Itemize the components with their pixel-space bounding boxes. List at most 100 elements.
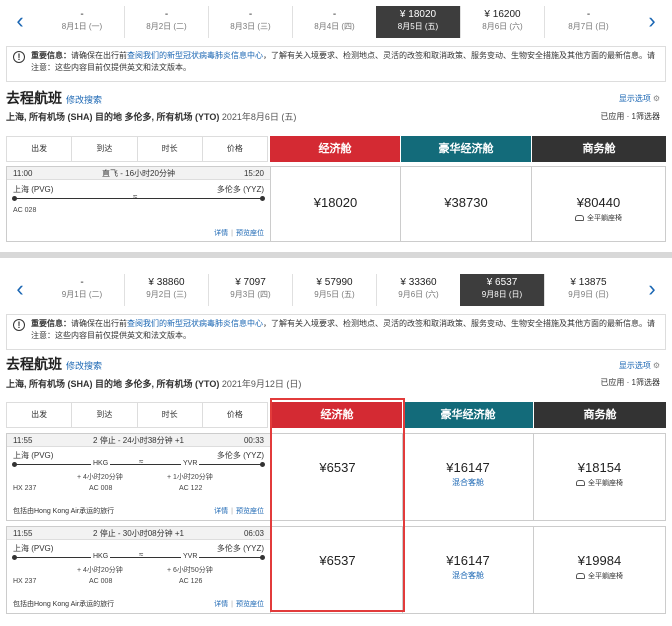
destination-airport: 多伦多 (YYZ) (216, 544, 264, 553)
flight-duration: 2 停止 - 24小时38分钟 +1 (93, 436, 184, 445)
date-cell[interactable]: -8月4日 (四) (292, 6, 376, 38)
fare-economy[interactable]: ¥6537 (273, 527, 403, 613)
cabin-header-business[interactable]: 商务舱 (532, 136, 666, 162)
cabin-header-business[interactable]: 商务舱 (534, 402, 666, 428)
route-text: 上海, 所有机场 (SHA) 目的地 多伦多, 所有机场 (YTO) (6, 379, 220, 389)
fare-business[interactable]: ¥80440 全平躺座椅 (532, 167, 665, 241)
sort-arrival[interactable]: 到达 (71, 403, 136, 427)
covid-info-link[interactable]: 查阅我们的新型冠状病毒肺炎信息中心 (127, 51, 263, 60)
layover-duration: + 6小时50分钟 (167, 567, 213, 574)
date-cell[interactable]: -8月3日 (三) (208, 6, 292, 38)
date-cell[interactable]: ¥ 33360 9月6日 (六) (376, 274, 460, 306)
price-business: ¥80440 (576, 195, 621, 210)
seat-preview-link[interactable]: 预览座位 (236, 508, 264, 515)
fare-premium[interactable]: ¥16147 混合客舱 (403, 527, 534, 613)
show-options-label: 显示选项 (618, 361, 651, 370)
screenshot-divider (0, 252, 672, 258)
departure-time: 11:00 (13, 169, 33, 178)
flat-bed-label: 全平躺座椅 (534, 571, 665, 581)
fare-business[interactable]: ¥19984 全平躺座椅 (534, 527, 665, 613)
fare-premium[interactable]: ¥38730 (401, 167, 532, 241)
mixed-cabin-link[interactable]: 混合客舱 (452, 571, 484, 580)
date-cell[interactable]: ¥ 13875 9月9日 (日) (544, 274, 632, 306)
flight-row: 11:55 2 停止 - 24小时38分钟 +1 00:33 上海 (PVG) … (6, 433, 666, 521)
notice-label: 重要信息： (31, 319, 71, 328)
fare-economy[interactable]: ¥18020 (271, 167, 401, 241)
notice-label: 重要信息： (31, 51, 71, 60)
flight-number: AC 028 (13, 207, 37, 214)
seat-preview-link[interactable]: 预览座位 (236, 601, 264, 608)
details-link[interactable]: 详情 (214, 508, 229, 515)
date-cell-selected[interactable]: ¥ 18020 8月5日 (五) (376, 6, 460, 38)
route-date: 2021年8月6日 (五) (221, 112, 297, 122)
date-cell[interactable]: ¥ 57990 9月5日 (五) (292, 274, 376, 306)
route-date: 2021年9月12日 (日) (221, 379, 302, 389)
cabin-header-economy[interactable]: 经济舱 (272, 402, 402, 428)
gear-icon: ⚙ (652, 361, 660, 370)
sort-price[interactable]: 价格 (201, 403, 267, 427)
cabin-header-premium[interactable]: 豪华经济舱 (401, 136, 531, 162)
flight-info: 11:55 2 停止 - 30小时08分钟 +1 06:03 上海 (PVG) … (7, 527, 271, 613)
sort-duration[interactable]: 时长 (136, 403, 202, 427)
flight-timebar: 11:55 2 停止 - 30小时08分钟 +1 06:03 (7, 527, 270, 540)
sort-departure[interactable]: 出发 (31, 144, 48, 153)
notice-text-pre: 请确保在出行前 (71, 51, 127, 60)
covid-notice: ! 重要信息：请确保在出行前查阅我们的新型冠状病毒肺炎信息中心，了解有关入境要求… (6, 314, 666, 350)
date-cell[interactable]: -8月1日 (一) (61, 9, 103, 31)
flight-number: AC 122 (179, 485, 203, 492)
chevron-right-icon[interactable]: › (648, 8, 656, 33)
date-cell[interactable]: ¥ 7097 9月3日 (四) (208, 274, 292, 306)
fare-premium[interactable]: ¥16147 混合客舱 (403, 434, 534, 520)
page-title: 去程航班 (6, 356, 62, 372)
destination-airport: 多伦多 (YYZ) (216, 451, 264, 460)
details-link[interactable]: 详情 (214, 230, 229, 237)
page-heading: 去程航班 修改搜索 (6, 354, 102, 374)
fare-business[interactable]: ¥18154 全平躺座椅 (534, 434, 665, 520)
chevron-right-icon[interactable]: › (648, 276, 656, 301)
sort-price[interactable]: 价格 (201, 137, 267, 161)
date-cell[interactable]: ¥ 16200 8月6日 (六) (460, 6, 544, 38)
show-options-label: 显示选项 (618, 94, 651, 103)
layover-airport: YVR (181, 553, 200, 560)
price-economy: ¥18020 (313, 195, 358, 210)
layover-duration: + 4小时20分钟 (77, 567, 123, 574)
flight-info: 11:55 2 停止 - 24小时38分钟 +1 00:33 上海 (PVG) … (7, 434, 271, 520)
layover-airport: HKG (91, 553, 111, 560)
modify-search-link[interactable]: 修改搜索 (66, 361, 103, 371)
details-link[interactable]: 详情 (214, 601, 229, 608)
fare-economy[interactable]: ¥6537 (273, 434, 403, 520)
flight-number: AC 008 (89, 485, 113, 492)
flight-links: 详情 | 预览座位 (214, 230, 264, 237)
sort-duration[interactable]: 时长 (136, 137, 202, 161)
chevron-left-icon[interactable]: ‹ (16, 276, 24, 301)
date-cell[interactable]: -8月7日 (日) (544, 6, 632, 38)
page-title: 去程航班 (6, 90, 62, 106)
sort-arrival[interactable]: 到达 (71, 137, 136, 161)
filters-applied[interactable]: 已应用 · 1筛选器 (600, 112, 660, 121)
destination-airport: 多伦多 (YYZ) (216, 185, 264, 194)
cabin-header-economy[interactable]: 经济舱 (270, 136, 400, 162)
flight-results-panel-august: ‹ › -8月1日 (一) -8月2日 (二) -8月3日 (三) -8月4日 … (0, 0, 672, 252)
page-heading: 去程航班 修改搜索 (6, 88, 102, 108)
mixed-cabin-link[interactable]: 混合客舱 (452, 478, 484, 487)
flat-bed-label: 全平躺座椅 (532, 213, 665, 223)
show-options-link[interactable]: 显示选项 ⚙ (619, 360, 660, 371)
date-cell-selected[interactable]: ¥ 6537 9月8日 (日) (460, 274, 544, 306)
chevron-left-icon[interactable]: ‹ (16, 8, 24, 33)
date-cell[interactable]: -8月2日 (二) (124, 6, 208, 38)
cabin-header-premium[interactable]: 豪华经济舱 (403, 402, 533, 428)
seat-preview-link[interactable]: 预览座位 (236, 230, 264, 237)
sort-departure[interactable]: 出发 (31, 410, 48, 419)
filters-applied[interactable]: 已应用 · 1筛选器 (600, 378, 660, 387)
gear-icon: ⚙ (652, 94, 660, 103)
price-economy: ¥6537 (319, 553, 356, 568)
date-cell[interactable]: ¥ 38860 9月2日 (三) (124, 274, 208, 306)
date-carousel: -9月1日 (二) ¥ 38860 9月2日 (三) ¥ 7097 9月3日 (四)… (40, 274, 632, 306)
covid-info-link[interactable]: 查阅我们的新型冠状病毒肺炎信息中心 (127, 319, 263, 328)
flight-duration: 2 停止 - 30小时08分钟 +1 (93, 529, 184, 538)
date-cell[interactable]: -9月1日 (二) (61, 277, 103, 299)
modify-search-link[interactable]: 修改搜索 (66, 95, 103, 105)
show-options-link[interactable]: 显示选项 ⚙ (619, 93, 660, 104)
arrival-time: 00:33 (243, 436, 264, 445)
flight-duration: 直飞 - 16小时20分钟 (102, 169, 175, 178)
